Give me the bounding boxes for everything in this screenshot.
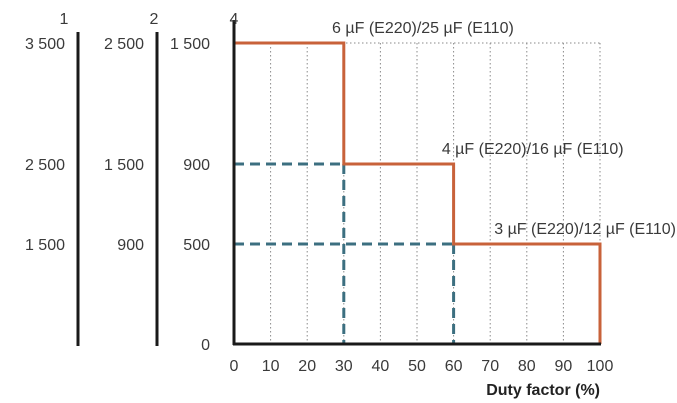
scale-label: 1 500 [25,237,65,254]
guide-lines [234,162,456,344]
y-tick-label: 500 [183,237,210,254]
x-tick-label: 60 [445,358,463,375]
x-tick-label: 10 [262,358,280,375]
scale-label: 2 500 [25,157,65,174]
scale-label: 2 500 [104,36,144,53]
y-tick-label: 1 500 [170,36,210,53]
scale-label: 900 [117,237,144,254]
x-tick-label: 40 [372,358,390,375]
x-tick-label: 80 [518,358,536,375]
scale-number: 2 [150,11,159,28]
axes [76,20,601,346]
grid [234,42,601,344]
x-tick-label: 70 [481,358,499,375]
scale-label: 3 500 [25,36,65,53]
scale-number: 4 [230,11,239,28]
y-tick-label: 900 [183,157,210,174]
step-annotation: 6 µF (E220)/25 µF (E110) [332,20,514,37]
step-annotation: 3 µF (E220)/12 µF (E110) [494,221,676,238]
series-layer [234,41,602,344]
series-line [234,41,602,344]
x-tick-label: 0 [230,358,239,375]
x-tick-label: 100 [587,358,614,375]
x-tick-label: 90 [555,358,573,375]
step-annotation: 4 µF (E220)/16 µF (E110) [442,141,624,158]
scale-label: 1 500 [104,157,144,174]
y-tick-label: 0 [201,337,210,354]
scale-number: 1 [60,11,69,28]
labels: 0 10 20 30 40 50 60 70 80 90 100 0 500 900 1 500 1 3 500… [25,11,676,375]
x-tick-label: 20 [298,358,316,375]
x-tick-label: 30 [335,358,353,375]
x-axis-label: Duty factor (%) [486,382,600,399]
x-tick-label: 50 [408,358,426,375]
